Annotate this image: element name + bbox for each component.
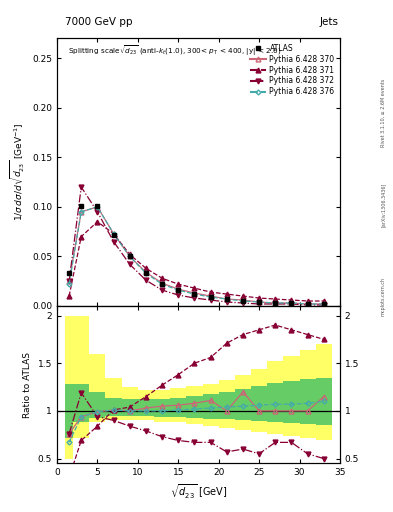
Text: 7000 GeV pp: 7000 GeV pp	[65, 16, 132, 27]
Text: Splitting scale$\sqrt{d_{23}}$ (anti-$k_t$(1.0), 300< $p_{\rm T}$ < 400, |y| < 2: Splitting scale$\sqrt{d_{23}}$ (anti-$k_…	[68, 44, 282, 58]
Legend: ATLAS, Pythia 6.428 370, Pythia 6.428 371, Pythia 6.428 372, Pythia 6.428 376: ATLAS, Pythia 6.428 370, Pythia 6.428 37…	[246, 40, 338, 99]
Text: Rivet 3.1.10, ≥ 2.6M events: Rivet 3.1.10, ≥ 2.6M events	[381, 78, 386, 147]
Y-axis label: Ratio to ATLAS: Ratio to ATLAS	[23, 352, 32, 418]
X-axis label: $\sqrt{d_{23}^{}}$ [GeV]: $\sqrt{d_{23}^{}}$ [GeV]	[170, 483, 227, 501]
Text: [arXiv:1306.3436]: [arXiv:1306.3436]	[381, 183, 386, 227]
Text: Jets: Jets	[320, 16, 339, 27]
Text: mcplots.cern.ch: mcplots.cern.ch	[381, 278, 386, 316]
Y-axis label: $1/\sigma\,d\sigma/d\sqrt{d_{23}^{}}$ [GeV$^{-1}$]: $1/\sigma\,d\sigma/d\sqrt{d_{23}^{}}$ [G…	[9, 123, 26, 222]
